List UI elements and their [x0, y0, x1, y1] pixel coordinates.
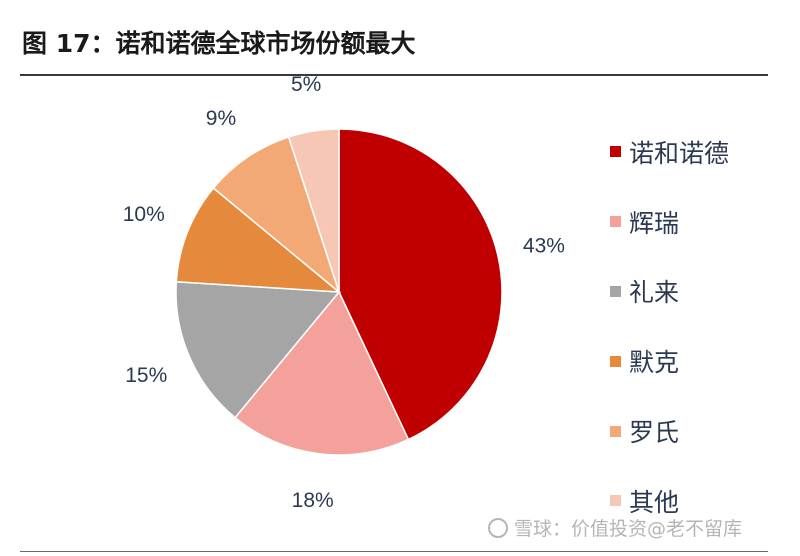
legend-swatch [610, 216, 621, 228]
legend-swatch [610, 146, 621, 158]
top-divider [20, 74, 768, 76]
legend-label: 默克 [629, 348, 680, 378]
legend-label: 辉瑞 [629, 208, 680, 238]
legend-label: 罗氏 [629, 418, 680, 448]
pie-slice-3 [175, 280, 341, 419]
pie-slice-4 [175, 187, 342, 293]
legend-item: 默克 [610, 326, 729, 396]
chart-legend: 诺和诺德辉瑞礼来默克罗氏其他 [610, 117, 729, 536]
legend-label: 其他 [629, 487, 680, 517]
pie-data-label: 43% [523, 235, 565, 258]
snowball-logo-icon [488, 517, 508, 538]
pie-slice-5 [212, 136, 341, 295]
legend-swatch [610, 355, 621, 367]
legend-swatch [610, 495, 621, 507]
pie-slice-6 [287, 128, 340, 293]
bottom-divider [20, 551, 768, 552]
legend-item: 罗氏 [610, 396, 729, 466]
watermark: 雪球：价值投资@老不留库 [488, 514, 742, 541]
pie-slice-2 [234, 290, 410, 456]
pie-slice-1 [338, 128, 503, 441]
legend-swatch [610, 425, 621, 437]
legend-label: 诺和诺德 [629, 138, 730, 168]
legend-item: 其他 [610, 466, 729, 536]
legend-item: 礼来 [610, 257, 729, 327]
legend-swatch [610, 285, 621, 297]
pie-data-label: 10% [123, 203, 165, 226]
watermark-text: 雪球：价值投资@老不留库 [514, 518, 743, 540]
pie-data-label: 18% [292, 489, 334, 512]
figure-title: 图 17：诺和诺德全球市场份额最大 [22, 29, 416, 58]
pie-data-label: 15% [125, 364, 167, 387]
legend-item: 辉瑞 [610, 187, 729, 257]
pie-data-label: 5% [291, 73, 321, 96]
legend-item: 诺和诺德 [610, 117, 729, 187]
pie-data-label: 9% [206, 107, 236, 130]
legend-label: 礼来 [629, 278, 680, 308]
